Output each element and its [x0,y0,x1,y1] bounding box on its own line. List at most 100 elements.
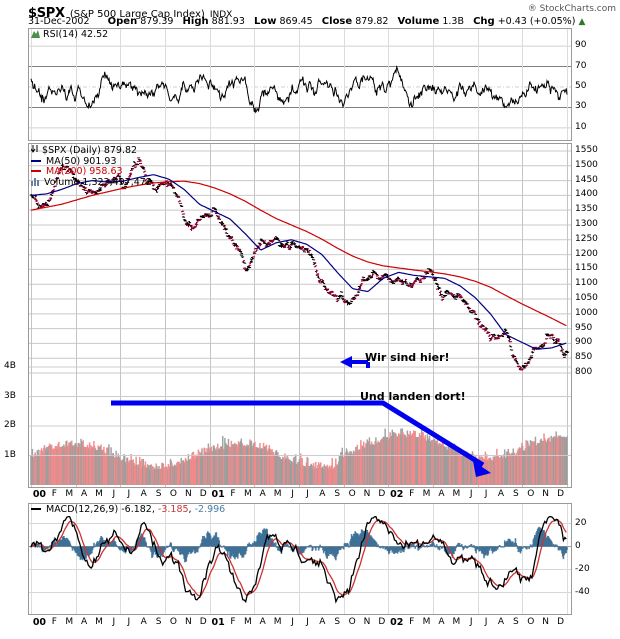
ma50-color-swatch [31,159,41,162]
x-axis-month-tick: A [319,489,326,499]
x-axis-month-tick: O [169,617,177,627]
price-y-tick: 900 [575,337,593,348]
x-axis-month-tick: S [513,617,519,627]
x-axis-year-tick: 02 [390,489,404,500]
price-y-tick: 1050 [575,293,598,303]
x-axis-month-tick: A [497,617,505,627]
macd-y-tick: -20 [575,563,590,574]
rsi-y-tick: 50 [575,81,587,91]
macd-legend: MACD(12,26,9) -6.182, -3.185, -2.996 [31,504,225,516]
price-y-tick: 1000 [575,307,598,318]
volume-value: 1.3B [442,16,464,27]
down-arrow-icon [31,145,39,154]
x-axis-month-tick: J [306,489,309,499]
rsi-panel [28,28,572,141]
rsi-svg [29,29,571,140]
x-axis-month-tick: O [169,489,177,499]
volume-legend-row: Volume 1,323,497,472 [31,176,152,189]
macd-y-tick: -40 [575,586,590,597]
x-axis-month-tick: J [127,489,131,499]
brand-watermark: ® StockCharts.com [527,4,616,14]
x-axis-month-tick: D [557,489,565,499]
chart-header: $SPX (S&P 500 Large Cap Index) INDX ® St… [0,0,620,28]
x-axis-month-tick: J [469,617,473,627]
x-axis-month-tick: J [127,617,131,627]
x-axis-month-tick: A [140,617,147,627]
x-axis-month-tick: J [306,617,309,627]
volume-y-tick: 1B [4,449,16,460]
x-axis-month-tick: A [81,617,88,627]
x-axis-month-tick: N [184,489,192,499]
x-axis-month-tick: A [140,489,147,499]
x-axis-month-tick: S [334,617,341,627]
price-plot [29,144,571,487]
chg-label: Chg [473,16,495,27]
x-axis-month-tick: S [334,489,341,499]
x-axis-month-tick: F [51,617,57,627]
x-axis-month-tick: M [273,617,282,627]
annotation-arrows [111,356,491,477]
x-axis-month-tick: S [155,617,162,627]
arrow-wir-sind-hier [340,356,370,368]
x-axis-month-tick: F [230,489,236,499]
x-axis-month-tick: J [291,489,294,499]
x-axis-month-tick: N [363,489,371,499]
macd-legend-v2: -3.185 [157,504,189,515]
volume-label: Volume [397,16,440,27]
x-axis-month-tick: D [378,617,386,627]
rsi-plot [29,29,571,140]
x-axis-month-tick: S [155,489,162,499]
arrow-und-landen-dort [111,400,491,477]
open-value: 879.39 [140,16,174,27]
price-y-tick: 1450 [575,174,598,185]
x-axis-month-tick: A [259,617,266,627]
macd-plot [29,504,571,614]
price-y-tick: 1150 [575,263,598,274]
x-axis-year-tick: 01 [211,617,225,628]
symbol-line: $SPX (S&P 500 Large Cap Index) INDX [28,2,232,21]
quote-date: 31-Dec-2002 [28,16,90,27]
x-axis-month-tick: N [184,617,192,627]
annot-und-landen-dort: Und landen dort! [360,390,466,403]
x-axis-month-tick: M [422,489,431,499]
volume-legend-label: Volume 1,323,497,472 [44,176,152,188]
x-axis-month-tick: A [438,617,445,627]
price-x-axis: 00 F M A M J J A S O N D 01 F M A M J J A S O N D 02 F M A M J J A S O N D [28,489,572,501]
x-axis-month-tick: M [65,489,74,499]
x-axis-month-tick: J [291,617,294,627]
x-axis-year-tick: 00 [32,617,47,628]
macd-panel [28,503,572,615]
x-axis-month-tick: J [484,489,488,499]
symbol-exchange: INDX [209,10,233,20]
price-y-tick: 1300 [575,218,598,229]
x-axis-month-tick: D [199,489,207,499]
open-label: Open [107,16,138,27]
macd-x-axis: 00 F M A M J J A S O N D 01 F M A M J J A S O N D 02 F M A M J J A S O N D [28,617,572,629]
high-label: High [182,16,209,27]
x-axis-month-tick: A [497,489,505,499]
x-axis-month-tick: D [378,489,386,499]
price-legend: $SPX (Daily) 879.82 MA(50) 901.93 MA(200… [31,145,152,188]
macd-legend-comma1: , [151,504,155,515]
volume-y-tick: 2B [4,420,16,430]
annot-wir-sind-hier: Wir sind hier! [365,351,450,364]
rsi-y-tick: 70 [575,60,587,71]
x-axis-month-tick: A [81,489,88,499]
price-y-tick: 1550 [575,144,598,155]
volume-bars-icon [31,177,41,186]
price-y-tick: 1200 [575,248,598,259]
x-axis-month-tick: J [112,617,116,627]
x-axis-month-tick: S [513,489,519,499]
x-axis-month-tick: N [363,617,371,627]
macd-svg [29,504,571,614]
x-axis-month-tick: A [259,489,266,499]
ma200-legend-label: MA(200) 958.63 [46,166,123,177]
x-axis-month-tick: O [527,489,535,499]
price-svg [29,144,571,487]
x-axis-month-tick: F [409,489,415,499]
high-value: 881.93 [211,16,245,27]
macd-y-tick: 0 [575,540,581,551]
x-axis-month-tick: M [65,617,74,627]
x-axis-month-tick: M [452,617,461,627]
x-axis-month-tick: D [199,617,207,627]
